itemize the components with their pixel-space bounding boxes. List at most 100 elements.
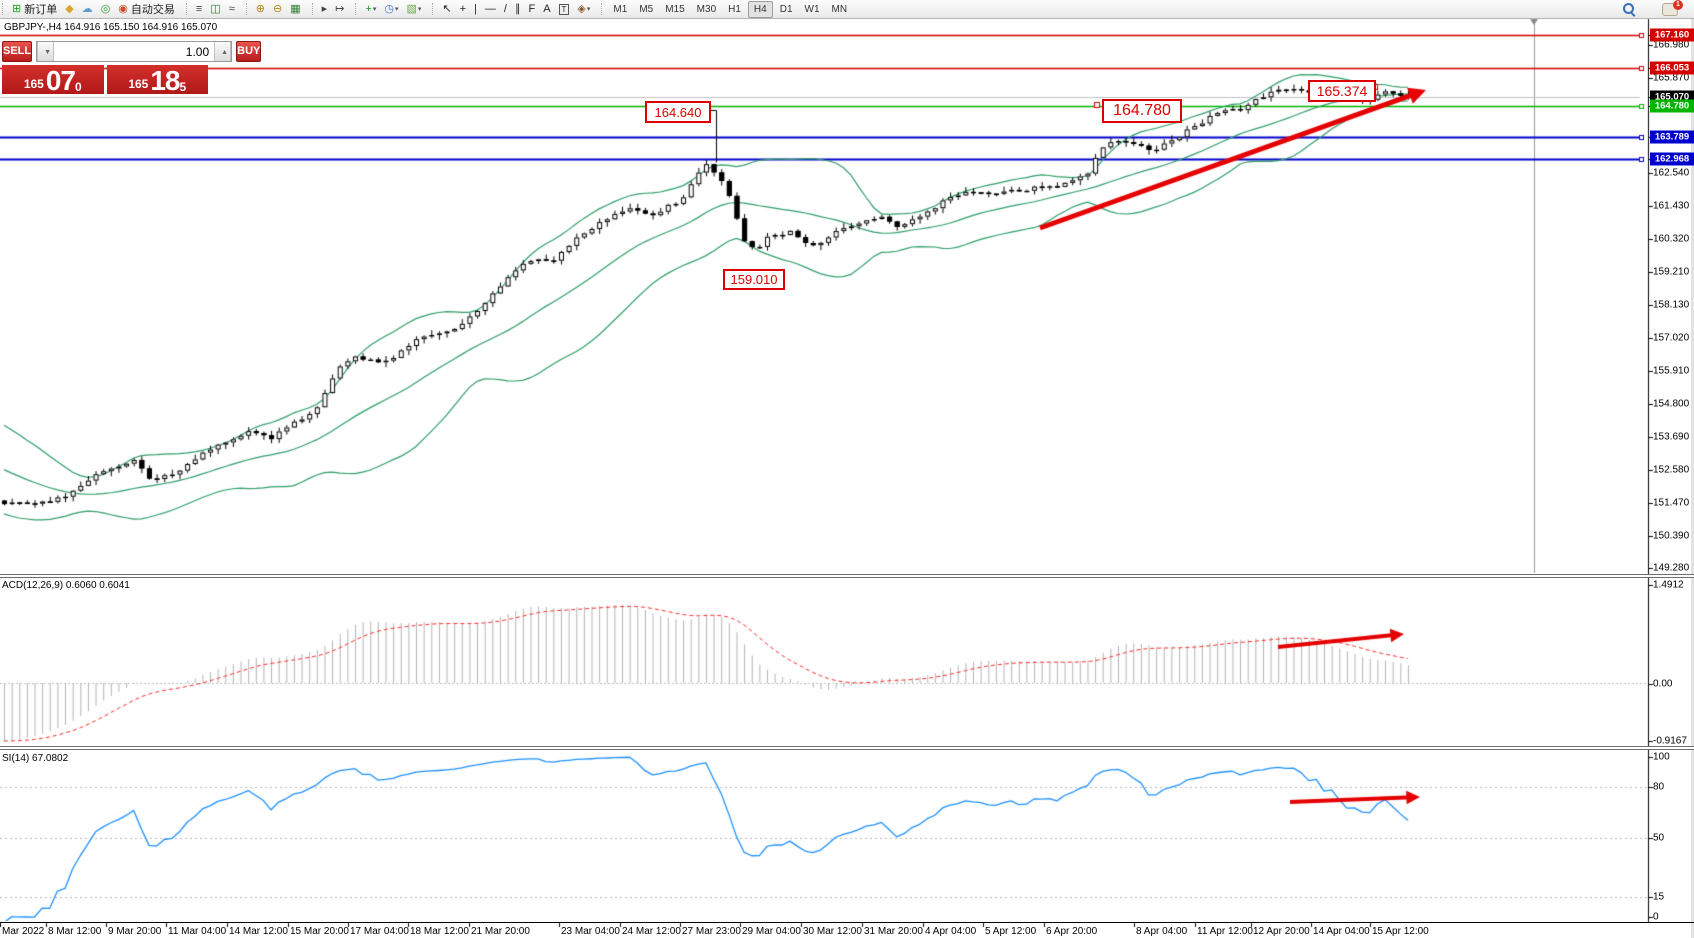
dropdown-arrow-icon: ▾ (586, 6, 591, 13)
buy-price-prefix: 165 (128, 77, 149, 91)
price-badge: 167.160 (1650, 28, 1694, 42)
time-axis-label: Mar 2022 (2, 926, 45, 937)
tf-m15[interactable]: M15 (665, 3, 685, 15)
vertical-line-icon[interactable]: | (471, 1, 480, 17)
tf-m5[interactable]: M5 (639, 3, 654, 15)
tf-m30[interactable]: M30 (696, 3, 717, 15)
styles-icon[interactable]: ◆ (62, 1, 76, 17)
time-axis-label: 14 Mar 12:00 (229, 926, 288, 937)
time-axis-label: 11 Apr 12:00 (1197, 926, 1253, 937)
one-click-trade-panel: SELL ▼ ▲ BUY 165 07 0 165 18 5 (2, 41, 262, 96)
candlestick-chart-icon[interactable]: ◫ (207, 1, 223, 17)
candlestick-chart-icon: ◫ (210, 3, 221, 15)
auto-scroll-icon: ▸ (321, 3, 328, 15)
chart-annotation[interactable]: 164.640 (645, 101, 711, 123)
time-axis-label: 21 Mar 20:00 (471, 926, 530, 937)
time-axis-label: 12 Apr 20:00 (1253, 926, 1310, 937)
cursor-icon[interactable]: ↖ (439, 1, 454, 17)
new-order-icon[interactable]: ⊞ 新订单 (9, 1, 60, 17)
axis-tick-label: 160.320 (1653, 233, 1690, 245)
pane-separator[interactable] (0, 574, 1694, 578)
sell-button[interactable]: SELL (2, 41, 33, 62)
chart-type-group: ≡ ◫ ≈ (184, 0, 244, 18)
time-axis-label: 8 Mar 12:00 (48, 926, 102, 937)
zoom-in-icon[interactable]: ⊕ (253, 1, 268, 17)
line-chart-icon[interactable]: ≈ (226, 1, 238, 17)
tf-h4[interactable]: H4 (747, 0, 773, 18)
trendline-icon[interactable]: / (501, 1, 510, 17)
fibonacci-icon[interactable]: F (525, 1, 538, 17)
auto-scroll-icon[interactable]: ▸ (319, 1, 331, 17)
notification-icon[interactable] (1662, 0, 1683, 16)
macd-indicator-label: ACD(12,26,9) 0.6060 0.6041 (2, 580, 130, 591)
chart-shift-icon: ↦ (335, 3, 345, 15)
bar-chart-icon[interactable]: ≡ (193, 1, 205, 17)
dropdown-arrow-icon: ▾ (372, 6, 377, 13)
toolbar-groups: ⊞ 新订单 ◆ ☁ ◎ ◉ 自动交易 ≡ ◫ ≈ ⊕ ⊖ ▦ ▸ ↦ + ▾ ◷ ▾ ▧ ▾ ↖ + | — / ∥ F A T ◈ ▾ M1 M… (0, 0, 858, 18)
template-icon: ▧ (406, 3, 417, 15)
time-axis-label: 8 Apr 04:00 (1136, 926, 1188, 937)
signal-icon: ◎ (100, 3, 111, 15)
tf-m1[interactable]: M1 (613, 3, 628, 15)
time-axis-label: 4 Apr 04:00 (925, 926, 977, 937)
time-axis-label: 18 Mar 12:00 (410, 926, 469, 937)
axis-tick-label: 158.130 (1653, 299, 1690, 311)
sell-price-button[interactable]: 165 07 0 (2, 65, 104, 96)
axis-tick-label: 149.280 (1653, 562, 1690, 574)
buy-price-button[interactable]: 165 18 5 (106, 65, 208, 95)
time-axis-label: 9 Mar 20:00 (108, 926, 162, 937)
chart-annotation[interactable]: 164.780 (1102, 99, 1182, 123)
add-indicator-icon[interactable]: + ▾ (362, 1, 379, 17)
autotrade-icon[interactable]: ◉ 自动交易 (115, 1, 178, 17)
chart-annotation[interactable]: 159.010 (723, 269, 785, 290)
price-badge: 166.053 (1650, 61, 1694, 75)
autotrade-label: 自动交易 (130, 4, 175, 16)
vertical-line-icon: | (474, 3, 477, 15)
time-axis-label: 17 Mar 04:00 (350, 926, 409, 937)
tf-mn[interactable]: MN (831, 3, 848, 15)
axis-tick-label: 155.910 (1653, 365, 1690, 377)
tf-w1[interactable]: W1 (804, 3, 820, 15)
cloud-icon[interactable]: ☁ (79, 1, 96, 17)
zoom-out-icon[interactable]: ⊖ (270, 1, 285, 17)
time-axis-label: 15 Mar 20:00 (290, 926, 349, 937)
template-icon[interactable]: ▧ ▾ (403, 1, 424, 17)
time-axis-label: 27 Mar 23:00 (682, 926, 741, 937)
axis-tick-label: 0.00 (1653, 678, 1673, 690)
text-icon[interactable]: A (540, 1, 553, 17)
pane-separator[interactable] (0, 746, 1694, 750)
text-label-icon: T (558, 4, 570, 15)
volume-increase-button[interactable]: ▲ (214, 42, 232, 61)
crosshair-icon[interactable]: + (457, 1, 469, 17)
sell-price-big: 07 (45, 65, 76, 96)
horizontal-line-icon[interactable]: — (482, 1, 499, 17)
zoom-out-icon: ⊖ (273, 3, 283, 15)
signal-icon[interactable]: ◎ (98, 1, 114, 17)
axis-tick-label: 80 (1653, 781, 1665, 793)
new-order-icon: ⊞ (12, 3, 22, 15)
fibonacci-icon: F (528, 3, 536, 15)
main-toolbar: ⊞ 新订单 ◆ ☁ ◎ ◉ 自动交易 ≡ ◫ ≈ ⊕ ⊖ ▦ ▸ ↦ + ▾ ◷ ▾ ▧ ▾ ↖ + | — / ∥ F A T ◈ ▾ M1 M… (0, 0, 1694, 19)
search-icon[interactable] (1623, 2, 1636, 16)
period-icon[interactable]: ◷ ▾ (381, 1, 401, 17)
tile-windows-icon[interactable]: ▦ (287, 1, 303, 17)
chart-shift-icon[interactable]: ↦ (332, 1, 347, 17)
equidistant-channel-icon[interactable]: ∥ (512, 1, 524, 17)
price-badge: 163.789 (1650, 130, 1694, 144)
text-label-icon[interactable]: T (556, 1, 573, 17)
axis-tick-label: 154.800 (1653, 398, 1690, 410)
arrows-icon[interactable]: ◈ ▾ (574, 1, 593, 17)
tf-d1[interactable]: D1 (779, 3, 793, 15)
price-badge: 164.780 (1650, 99, 1694, 113)
chart-annotation[interactable]: 165.374 (1308, 80, 1376, 102)
zoom-in-icon: ⊕ (255, 3, 265, 15)
autotrade-icon: ◉ (118, 3, 128, 15)
volume-input[interactable] (54, 42, 215, 61)
axis-tick-label: -0.9167 (1653, 735, 1687, 747)
buy-button[interactable]: BUY (236, 41, 262, 62)
dropdown-arrow-icon: ▾ (417, 6, 422, 13)
volume-decrease-button[interactable]: ▼ (37, 42, 55, 61)
tf-h1[interactable]: H1 (728, 3, 741, 15)
time-axis-label: 5 Apr 12:00 (985, 926, 1037, 937)
